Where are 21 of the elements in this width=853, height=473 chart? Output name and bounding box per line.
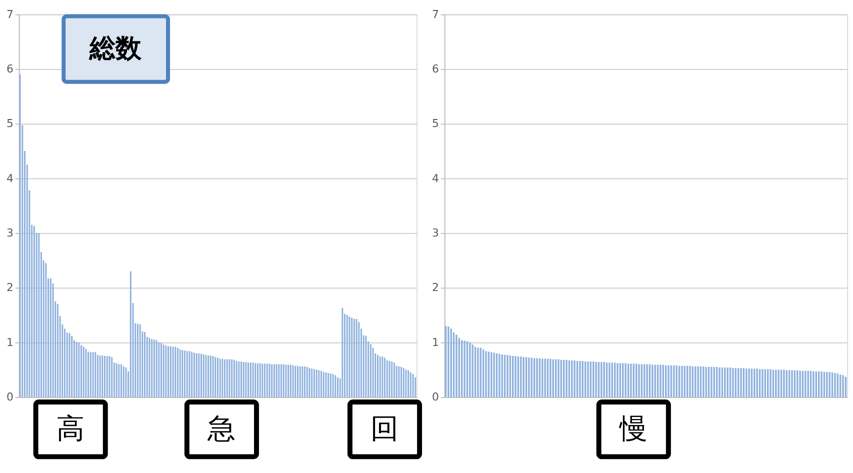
y-tick-label: 6 bbox=[432, 62, 439, 76]
y-tick-label: 1 bbox=[432, 336, 439, 349]
y-tick-label: 5 bbox=[432, 117, 439, 130]
text: 急 bbox=[206, 412, 236, 445]
text: 慢 bbox=[618, 412, 648, 445]
text: 総数 bbox=[88, 34, 142, 64]
text: 回 bbox=[370, 412, 399, 445]
y-tick-label: 4 bbox=[6, 172, 14, 185]
y-tick-label: 7 bbox=[6, 8, 14, 21]
y-tick-label: 1 bbox=[6, 336, 14, 349]
text: 高 bbox=[56, 412, 85, 445]
y-tick-label: 3 bbox=[6, 226, 14, 240]
y-tick-label: 2 bbox=[432, 281, 439, 294]
y-tick-label: 6 bbox=[6, 62, 14, 76]
y-tick-label: 0 bbox=[432, 390, 439, 404]
y-tick-label: 5 bbox=[6, 117, 14, 130]
y-tick-label: 0 bbox=[6, 390, 14, 404]
y-tick-label: 4 bbox=[432, 172, 439, 185]
y-tick-label: 2 bbox=[6, 281, 14, 294]
y-tick-label: 7 bbox=[432, 8, 439, 21]
y-tick-label: 3 bbox=[432, 226, 439, 240]
